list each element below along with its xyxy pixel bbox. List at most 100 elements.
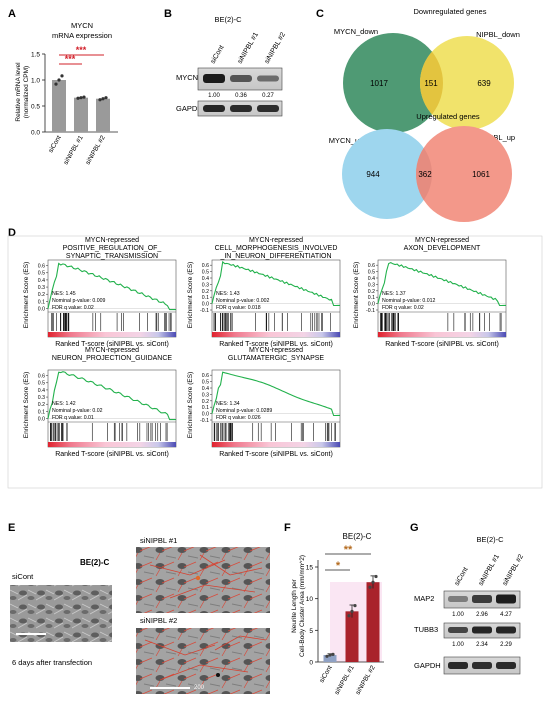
gsea-ylabel: Enrichment Score (ES) bbox=[187, 372, 194, 438]
gsea-ytick-label: 0.0 bbox=[202, 412, 209, 418]
panel-a-ylabel-line2: (normalized CPM) bbox=[23, 66, 30, 118]
panel-g: G BE(2)-C siCont siNIPBL #1 siNIPBL #2 MAP… bbox=[410, 522, 525, 675]
panel-f-point bbox=[347, 614, 351, 618]
gsea-ytick-label: 0.4 bbox=[202, 276, 209, 282]
panel-a-ytick-label: 0.5 bbox=[31, 104, 40, 111]
band-mycn-si2 bbox=[257, 75, 279, 82]
panel-letter-e: E bbox=[8, 522, 15, 534]
venn-up-right-count: 1061 bbox=[472, 170, 490, 179]
band-mycn-si1 bbox=[230, 75, 252, 82]
micrograph-si2-scale-text: 200 bbox=[194, 685, 205, 691]
gsea-ytick-label: 0.3 bbox=[368, 282, 375, 288]
gsea-fdr: FDR q value: 0.018 bbox=[216, 305, 261, 311]
neurite-trace bbox=[159, 664, 249, 681]
neurite-trace bbox=[144, 639, 216, 656]
cell-body-marker bbox=[195, 575, 201, 581]
panel-a-point bbox=[76, 96, 80, 100]
gsea-fdr: FDR q value: 0.02 bbox=[382, 305, 424, 311]
gsea-xlabel: Ranked T-score (siNIPBL vs. siCont) bbox=[385, 341, 499, 348]
gsea-title-line2: GLUTAMATERGIC_SYNAPSE bbox=[228, 355, 325, 362]
gsea-ytick-label: 0.3 bbox=[202, 282, 209, 288]
gsea-ytick-label: 0.2 bbox=[202, 399, 209, 405]
gsea-ytick-label: 0.3 bbox=[202, 392, 209, 398]
gsea-title-line2: POSITIVE_REGULATION_OF_ bbox=[63, 245, 162, 252]
gsea-fdr: FDR q value: 0.026 bbox=[216, 415, 261, 421]
panel-a-xtick-label: siNIPBL #1 bbox=[63, 134, 85, 166]
panel-a-xtick-label: siNIPBL #2 bbox=[85, 134, 107, 166]
panel-a-bar bbox=[52, 80, 66, 132]
venn-down-right-label: NIPBL_down bbox=[476, 30, 520, 39]
gsea-rank-bar bbox=[48, 332, 176, 337]
gsea-ytick-label: 0.2 bbox=[38, 292, 45, 298]
gsea-xlabel: Ranked T-score (siNIPBL vs. siCont) bbox=[55, 341, 169, 348]
gsea-ytick-label: 0.3 bbox=[38, 285, 45, 291]
gsea-plot: MYCN-repressedAXON_DEVELOPMENT0.60.50.40… bbox=[353, 237, 507, 348]
gsea-ytick-label: 0.0 bbox=[38, 417, 45, 423]
panel-g-cell-line: BE(2)-C bbox=[476, 535, 504, 544]
panel-a-xtick-label: siCont bbox=[47, 134, 62, 154]
gsea-ytick-label: 0.6 bbox=[368, 263, 375, 269]
gsea-ytick-label: 0.1 bbox=[38, 299, 45, 305]
panel-a-bar bbox=[96, 98, 110, 132]
gsea-pvalue: Nominal p-value: 0.009 bbox=[52, 298, 105, 304]
panel-a-point bbox=[98, 98, 102, 102]
panel-g-tubb3-quant: 2.29 bbox=[500, 642, 512, 648]
gsea-es-curve bbox=[47, 262, 176, 311]
neurite-trace bbox=[199, 554, 263, 576]
panel-f-xtick-label: siNIPBL #2 bbox=[355, 664, 377, 696]
panel-b-lane-label: siNIPBL #2 bbox=[264, 31, 287, 65]
panel-a-sig-star-2: *** bbox=[76, 45, 87, 55]
panel-a-ytick-label: 1.0 bbox=[31, 78, 40, 85]
band-gapdh-sicont bbox=[203, 105, 225, 112]
panel-f-point bbox=[353, 604, 357, 608]
micrograph-sicont bbox=[10, 585, 112, 642]
venn-down-left-count: 1017 bbox=[370, 79, 388, 88]
gsea-fdr: FDR q value: 0.01 bbox=[52, 415, 94, 421]
gsea-plot: MYCN-repressedCELL_MORPHOGENESIS_INVOLVE… bbox=[187, 237, 341, 348]
band-map2-si1 bbox=[472, 595, 492, 603]
band-tubb3-sicont bbox=[448, 627, 468, 633]
gsea-plot: MYCN-repressedNEURON_PROJECTION_GUIDANCE… bbox=[23, 347, 177, 458]
gsea-title-line1: MYCN-repressed bbox=[85, 347, 139, 354]
panel-b-quant-value: 0.36 bbox=[235, 93, 247, 99]
panel-a-bar bbox=[74, 97, 88, 132]
gsea-title-line3: SYNAPTIC_TRANSMISSION bbox=[66, 253, 158, 260]
panel-f-point bbox=[371, 580, 375, 584]
gsea-ytick-label: 0.2 bbox=[38, 402, 45, 408]
gsea-ytick-label: 0.5 bbox=[202, 380, 209, 386]
venn-up-right-label: NIPBL_up bbox=[481, 133, 515, 142]
micrograph-sicont-scalebar bbox=[16, 633, 46, 635]
panel-a-ytick-label: 1.5 bbox=[31, 52, 40, 59]
blot-label-tubb3: TUBB3 bbox=[414, 625, 438, 634]
gsea-ytick-label: -0.1 bbox=[366, 308, 375, 314]
panel-f-xtick-label: siNIPBL #1 bbox=[334, 664, 356, 696]
venn-down-right-circle bbox=[420, 36, 514, 130]
gsea-ylabel: Enrichment Score (ES) bbox=[187, 262, 194, 328]
gsea-rank-bar bbox=[48, 442, 176, 447]
gsea-title-line1: MYCN-repressed bbox=[249, 237, 303, 244]
panel-f-point bbox=[331, 652, 335, 657]
gsea-frame bbox=[211, 259, 341, 338]
panel-e-note: 6 days after transfection bbox=[12, 658, 92, 667]
panel-b: B BE(2)-C siCont siNIPBL #1 siNIPBL #2 MYC… bbox=[164, 8, 287, 117]
gsea-ytick-label: 0.5 bbox=[202, 270, 209, 276]
gsea-pvalue: Nominal p-value: 0.0289 bbox=[216, 408, 272, 414]
panel-a-point bbox=[54, 82, 58, 86]
panel-e-si2-label: siNIPBL #2 bbox=[140, 616, 177, 625]
gsea-ytick-label: 0.2 bbox=[202, 289, 209, 295]
gsea-ytick-label: 0.6 bbox=[202, 263, 209, 269]
panel-b-lane-label: siNIPBL #1 bbox=[237, 31, 260, 65]
panel-f-point bbox=[374, 574, 378, 579]
gsea-ytick-label: 0.0 bbox=[38, 307, 45, 313]
gsea-plot: MYCN-repressedGLUTAMATERGIC_SYNAPSE0.60.… bbox=[187, 347, 341, 458]
panel-f-xtick-label: siCont bbox=[318, 664, 333, 684]
band-gapdh-g-si2 bbox=[496, 662, 516, 669]
band-gapdh-si2 bbox=[257, 105, 279, 112]
gsea-title-line1: MYCN-repressed bbox=[415, 237, 469, 244]
gsea-pvalue: Nominal p-value: 0.02 bbox=[52, 408, 103, 414]
gsea-nes: NES: 1.43 bbox=[216, 291, 240, 297]
panel-f-point bbox=[325, 654, 329, 658]
venn-up-right-circle bbox=[416, 126, 512, 222]
band-tubb3-si1 bbox=[472, 626, 492, 634]
gsea-ytick-label: 0.4 bbox=[202, 386, 209, 392]
